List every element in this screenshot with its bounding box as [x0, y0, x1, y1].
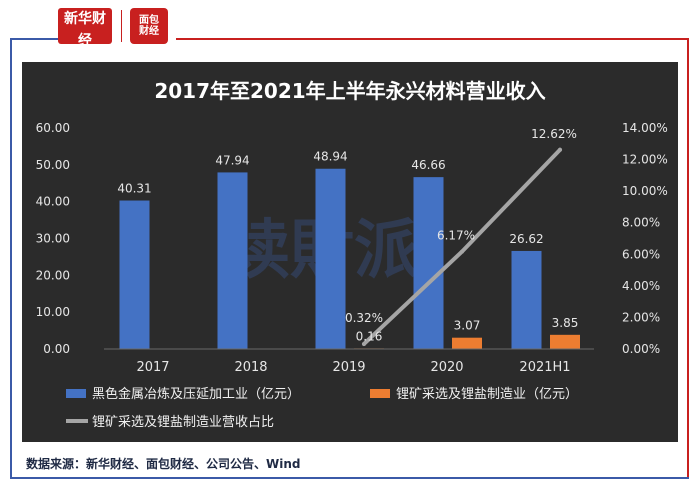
left-axis-tick-label: 0.00 [43, 342, 70, 356]
legend-label-steel: 黑色金属冶炼及压延加工业（亿元） [92, 386, 300, 402]
steel-revenue-data-label: 40.31 [117, 182, 151, 196]
frame-top-left-line [10, 38, 58, 40]
share-percentage-data-label: 0.32% [345, 311, 383, 325]
steel-revenue-data-label: 48.94 [313, 150, 347, 164]
logo-divider [121, 10, 122, 42]
right-axis-tick-label: 4.00% [622, 279, 660, 293]
data-source-note: 数据来源：新华财经、面包财经、公司公告、Wind [26, 457, 301, 471]
share-percentage-point [362, 341, 366, 346]
mianbao-finance-logo: 面包财经 [130, 8, 168, 44]
steel-revenue-data-label: 47.94 [215, 153, 249, 167]
legend-label-share: 锂矿采选及锂盐制造业营收占比 [92, 415, 274, 430]
share-percentage-data-label: 6.17% [437, 229, 475, 243]
revenue-chart: 读財派 2017年至2021年上半年永兴材料营业收入 0.0010.0020.0… [36, 79, 668, 430]
frame-right-line [687, 38, 689, 478]
x-axis-tick-label: 2019 [332, 360, 365, 375]
lithium-revenue-data-label: 0.16 [356, 329, 383, 343]
steel-revenue-bar [413, 177, 444, 349]
right-axis-tick-label: 10.00% [622, 184, 668, 198]
right-axis-tick-label: 8.00% [622, 216, 660, 230]
right-axis-tick-label: 2.00% [622, 310, 660, 324]
legend-label-lithium: 锂矿采选及锂盐制造业（亿元） [396, 387, 578, 402]
lithium-revenue-data-label: 3.07 [454, 319, 481, 333]
left-axis-tick-label: 50.00 [36, 158, 70, 172]
share-percentage-data-label: 12.62% [531, 127, 577, 141]
steel-revenue-bar [511, 250, 542, 349]
x-axis-tick-label: 2021H1 [519, 360, 570, 375]
legend-swatch-lithium [370, 389, 390, 398]
x-axis-tick-label: 2018 [234, 360, 267, 375]
chart-title: 2017年至2021年上半年永兴材料营业收入 [154, 79, 545, 103]
share-percentage-point [460, 249, 464, 254]
right-axis-tick-label: 6.00% [622, 247, 660, 261]
xinhua-finance-logo: 新华财经 XINHUA FINANCE [58, 8, 112, 59]
left-axis-tick-label: 30.00 [36, 232, 70, 246]
share-percentage-point [558, 147, 562, 152]
left-axis-tick-label: 20.00 [36, 268, 70, 282]
xinhua-logo-subtext: XINHUA FINANCE [62, 53, 108, 59]
steel-revenue-data-label: 46.66 [411, 158, 445, 172]
left-axis-tick-label: 60.00 [36, 121, 70, 135]
chart-panel: 读財派 2017年至2021年上半年永兴材料营业收入 0.0010.0020.0… [22, 62, 678, 442]
mianbao-logo-text: 面包财经 [139, 15, 159, 37]
right-axis-tick-label: 14.00% [622, 121, 668, 135]
lithium-revenue-bar [452, 337, 482, 349]
right-axis-tick-label: 12.00% [622, 153, 668, 167]
x-axis-tick-label: 2020 [430, 360, 463, 375]
frame-bottom-line [10, 477, 689, 479]
frame-top-right-line [176, 38, 688, 40]
left-axis-tick-label: 10.00 [36, 305, 70, 319]
steel-revenue-bar [315, 168, 346, 349]
lithium-revenue-data-label: 3.85 [552, 316, 579, 330]
steel-revenue-data-label: 26.62 [509, 232, 543, 246]
frame-left-line [10, 38, 12, 478]
legend-swatch-steel [66, 389, 86, 398]
xinhua-logo-text: 新华财经 [64, 11, 106, 49]
x-axis-tick-label: 2017 [136, 360, 169, 375]
right-axis-tick-label: 0.00% [622, 342, 660, 356]
left-axis-tick-label: 40.00 [36, 195, 70, 209]
steel-revenue-bar [217, 172, 248, 349]
steel-revenue-bar [119, 200, 150, 349]
lithium-revenue-bar [550, 334, 580, 349]
